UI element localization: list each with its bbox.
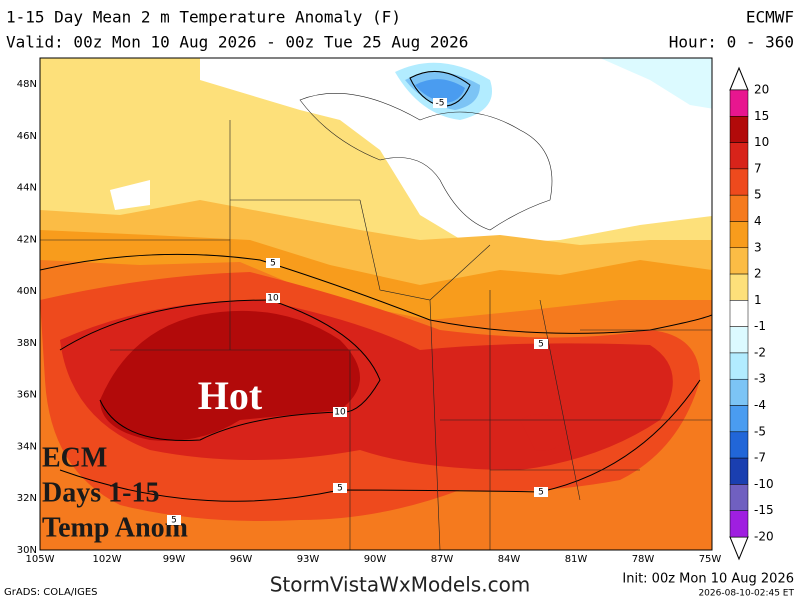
colorbar-label: 2 [754,267,762,281]
lon-label: 105W [26,554,55,565]
colorbar-swatch [729,116,749,143]
lon-label: 78W [632,554,655,565]
colorbar-swatch [729,484,749,511]
software-credit: GrADS: COLA/IGES [4,587,98,598]
colorbar-swatch [729,221,749,249]
contour-label: 10 [334,408,346,418]
state-borders [40,93,712,550]
contour-label: 5 [538,340,544,350]
lat-label: 32N [17,493,37,504]
model-name: ECMWF [746,8,794,27]
overlay-hot: Hot [198,373,263,418]
colorbar-swatch [729,352,749,380]
contour-label-bg [333,407,347,417]
website: StormVistaWxModels.com [270,573,531,597]
contour-label: 5 [337,484,343,494]
colorbar-label: 7 [754,161,762,175]
contour-label-bg [534,487,548,497]
colorbar-label: 5 [754,188,762,202]
colorbar-swatch [729,89,749,117]
lat-label: 34N [17,441,37,452]
lat-label: 30N [17,545,37,556]
colorbar-label: 10 [754,135,769,149]
contour-label: 5 [538,488,544,498]
lon-label: 84W [498,554,521,565]
contour-label-bg [266,293,280,303]
contour-label: 10 [267,294,279,304]
hour-range: Hour: 0 - 360 [669,33,794,52]
init-time: Init: 00z Mon 10 Aug 2026 [622,572,794,587]
colorbar-label: -20 [754,530,774,544]
lon-label: 87W [431,554,454,565]
contour-label: -5 [436,99,445,109]
contour-label-bg [266,258,280,268]
colorbar-swatch [729,168,749,196]
lon-label: 96W [230,554,253,565]
contour-label-bg [433,98,447,108]
lon-label: 93W [297,554,320,565]
contour-label-bg [534,339,548,349]
colorbar-label: 4 [754,214,762,228]
colorbar-label: -2 [754,345,766,359]
colorbar-swatch [729,326,749,354]
colorbar-swatch [729,142,749,170]
colorbar-swatch [729,247,749,275]
overlay-anom: Temp Anom [42,512,188,543]
lon-label: 99W [163,554,186,565]
colorbar-cap [729,66,749,91]
lon-label: 75W [699,554,722,565]
colorbar-label: -5 [754,424,766,438]
title: 1-15 Day Mean 2 m Temperature Anomaly (F… [6,8,401,27]
colorbar-label: -15 [754,503,774,517]
lon-label: 81W [565,554,588,565]
lon-label: 102W [93,554,122,565]
overlay-model: ECM [42,442,107,473]
overlay-days: Days 1-15 [42,477,159,508]
lon-label: 90W [364,554,387,565]
anomaly-field [40,58,712,550]
colorbar-label: -1 [754,319,766,333]
lat-label: 48N [17,79,37,90]
valid-range: Valid: 00z Mon 10 Aug 2026 - 00z Tue 25 … [6,33,468,52]
contour-label: 5 [270,259,276,269]
colorbar-label: -3 [754,372,766,386]
colorbar-swatch [729,405,749,433]
lat-label: 42N [17,234,37,245]
colorbar-cap [729,536,749,561]
colorbar-label: -10 [754,477,774,491]
colorbar-label: 1 [754,293,762,307]
contour-label-bg [333,483,347,493]
lat-label: 40N [17,286,37,297]
colorbar-swatch [729,510,749,538]
contour-label-bg [167,515,181,525]
colorbar-swatch [729,194,749,222]
plot-frame [39,57,713,551]
colorbar-label: -7 [754,451,766,465]
timestamp: 2026-08-10-02:45 ET [698,589,794,599]
lat-label: 38N [17,338,37,349]
colorbar-label: -4 [754,398,766,412]
contour-label: 5 [171,516,177,526]
colorbar-swatch [729,300,749,327]
lat-label: 36N [17,390,37,401]
colorbar-label: 20 [754,83,769,97]
colorbar-swatch [729,378,749,406]
colorbar-label: 15 [754,109,769,123]
lat-label: 44N [17,183,37,194]
lat-label: 46N [17,131,37,142]
colorbar-label: 3 [754,240,762,254]
colorbar-swatch [729,457,749,485]
colorbar-swatch [729,273,749,301]
colorbar-swatch [729,431,749,459]
